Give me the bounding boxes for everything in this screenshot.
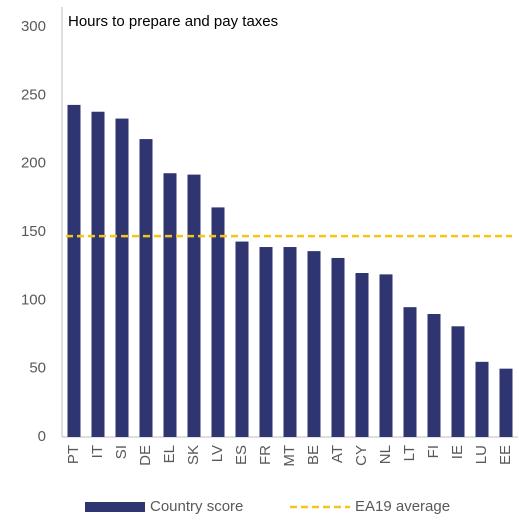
x-tick-label: BE	[305, 445, 322, 465]
bar	[211, 207, 225, 437]
x-tick-label: SK	[185, 445, 202, 465]
bar	[427, 314, 441, 437]
bar	[403, 307, 417, 437]
x-tick-label: AT	[329, 445, 346, 463]
bar	[235, 241, 249, 437]
x-tick-label: IE	[449, 445, 466, 459]
x-tick-label: LU	[473, 445, 490, 464]
bar	[115, 118, 129, 438]
x-tick-label: MT	[281, 445, 298, 467]
bar	[355, 273, 369, 437]
bar	[307, 251, 321, 437]
bar	[283, 247, 297, 437]
y-tick-label: 0	[38, 428, 46, 445]
y-tick-label: 250	[21, 86, 46, 103]
x-tick-label: FR	[257, 445, 274, 465]
x-tick-label: NL	[377, 445, 394, 464]
bar	[139, 139, 153, 438]
bar	[475, 361, 489, 437]
legend-label: EA19 average	[355, 498, 450, 515]
bar	[163, 173, 177, 437]
bar	[91, 111, 105, 437]
x-tick-label: ES	[233, 445, 250, 465]
x-tick-label: SI	[113, 445, 130, 459]
x-tick-label: LT	[401, 445, 418, 461]
bar	[187, 174, 201, 437]
legend-swatch	[85, 502, 145, 512]
x-tick-label: DE	[137, 445, 154, 466]
x-tick-label: EE	[497, 445, 514, 465]
chart-title: Hours to prepare and pay taxes	[68, 13, 278, 30]
bar	[259, 247, 273, 437]
bar	[379, 274, 393, 437]
x-tick-label: EL	[161, 445, 178, 463]
legend-label: Country score	[150, 498, 243, 515]
x-tick-label: LV	[209, 445, 226, 462]
x-tick-label: IT	[89, 445, 106, 458]
y-tick-label: 50	[29, 360, 46, 377]
x-tick-label: FI	[425, 445, 442, 458]
y-tick-label: 200	[21, 155, 46, 172]
y-tick-label: 100	[21, 291, 46, 308]
x-tick-label: PT	[65, 445, 82, 464]
bar	[499, 368, 513, 437]
bar	[451, 326, 465, 437]
y-tick-label: 150	[21, 223, 46, 240]
bar	[67, 104, 81, 438]
y-tick-label: 300	[21, 18, 46, 35]
bar	[331, 257, 345, 437]
x-tick-label: CY	[353, 445, 370, 466]
